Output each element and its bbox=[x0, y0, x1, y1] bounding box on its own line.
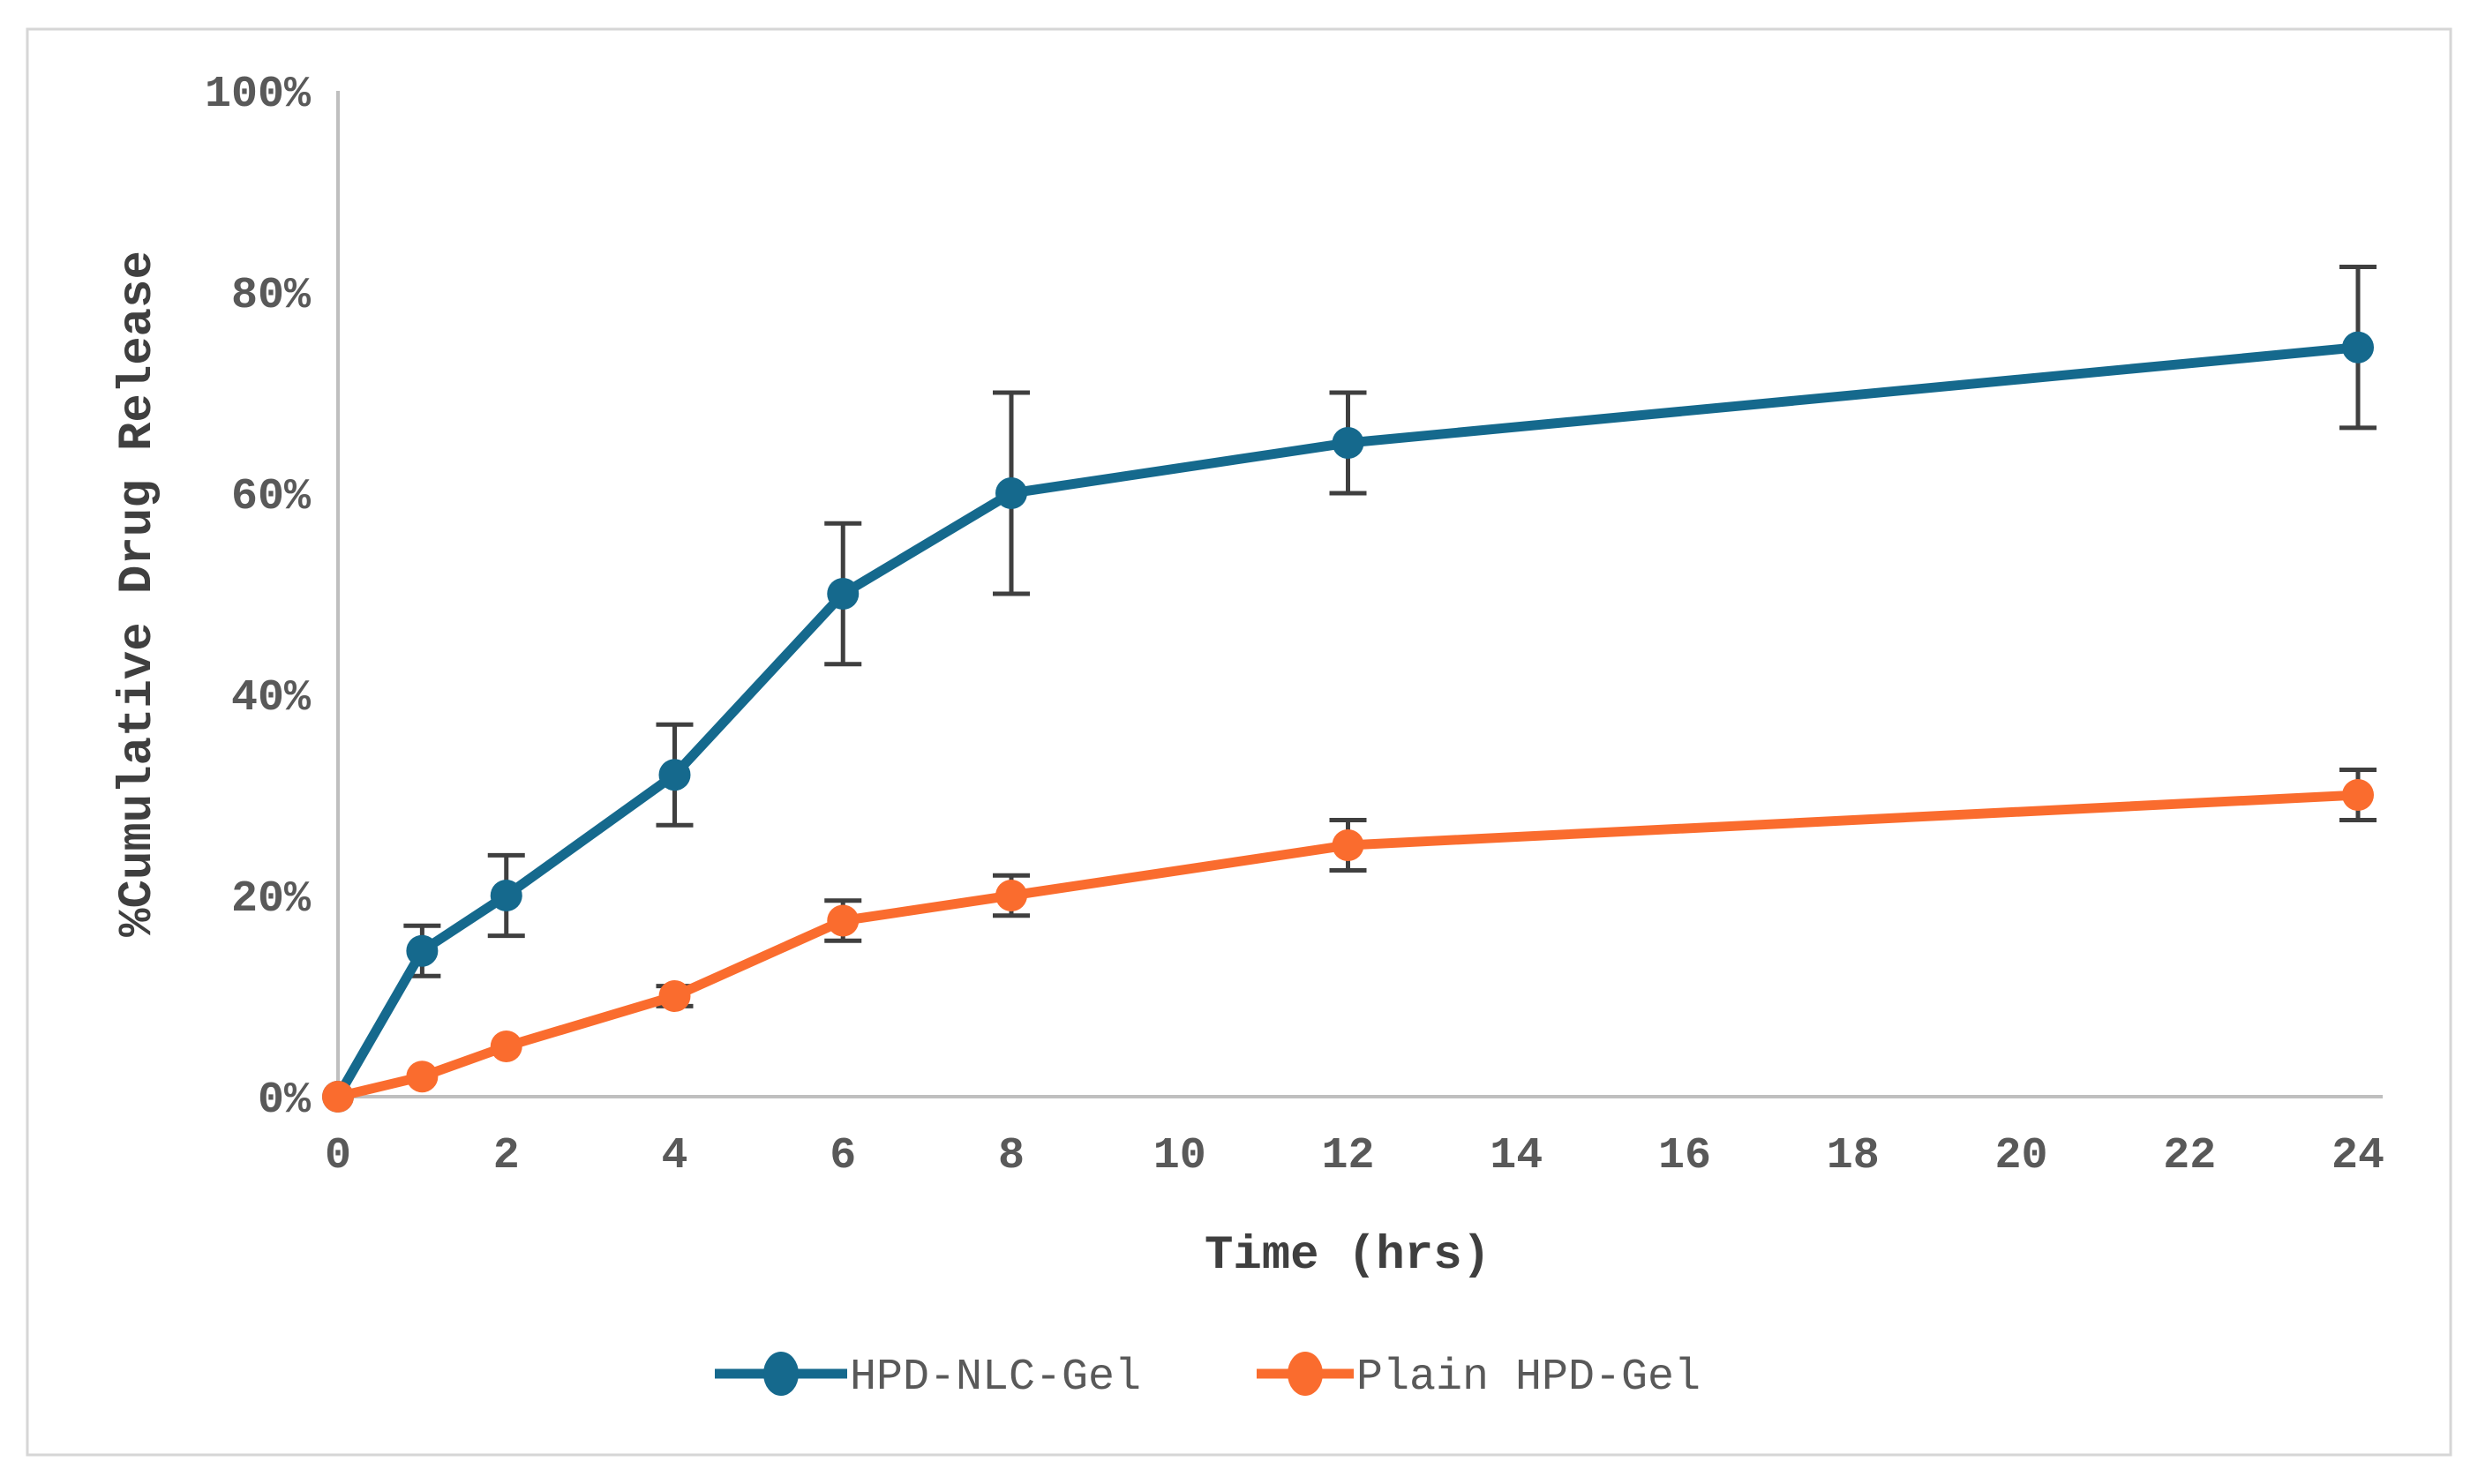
y-tick-label: 20% bbox=[231, 874, 312, 925]
series-line-hpd-nlc-gel bbox=[333, 342, 2363, 1102]
data-point-marker bbox=[1332, 427, 1364, 459]
data-point-marker bbox=[406, 1061, 439, 1093]
x-tick-label: 20 bbox=[1994, 1131, 2047, 1181]
data-point-marker bbox=[490, 880, 522, 911]
data-point-marker bbox=[995, 477, 1027, 509]
data-point-marker bbox=[827, 578, 860, 610]
y-tick-label: 0% bbox=[258, 1076, 312, 1126]
y-axis-title: %Cumulative Drug Release bbox=[111, 251, 165, 937]
legend-swatch-marker-1 bbox=[1288, 1352, 1323, 1396]
x-tick-label: 8 bbox=[998, 1131, 1025, 1181]
x-tick-label: 18 bbox=[1827, 1131, 1880, 1181]
x-tick-label: 2 bbox=[493, 1131, 520, 1181]
data-point-marker bbox=[658, 980, 691, 1012]
legend-label-1: Plain HPD-Gel bbox=[1356, 1353, 1701, 1403]
data-point-marker bbox=[1332, 829, 1364, 861]
legend-item-hpd-nlc-gel: HPD-NLC-Gel bbox=[715, 1352, 1141, 1403]
legend-item-plain-hpd-gel: Plain HPD-Gel bbox=[1257, 1352, 1701, 1403]
x-tick-label: 4 bbox=[661, 1131, 687, 1181]
data-point-marker bbox=[2342, 779, 2374, 811]
y-tick-label: 80% bbox=[231, 271, 312, 321]
x-tick-label: 6 bbox=[830, 1131, 856, 1181]
data-point-marker bbox=[995, 880, 1027, 911]
x-tick-label: 10 bbox=[1153, 1131, 1206, 1181]
x-tick-label: 22 bbox=[2163, 1131, 2216, 1181]
legend-swatch-marker-0 bbox=[763, 1352, 799, 1396]
x-axis-title: Time (hrs) bbox=[1205, 1229, 1491, 1283]
x-tick-label: 24 bbox=[2332, 1131, 2384, 1181]
series-plain-hpd-gel bbox=[322, 768, 2377, 1113]
plot-area bbox=[322, 265, 2377, 1113]
x-tick-label: 16 bbox=[1658, 1131, 1711, 1181]
data-point-marker bbox=[2342, 331, 2374, 364]
x-tick-labels: 0 2 4 6 8 10 12 14 16 18 20 22 24 bbox=[325, 1131, 2384, 1181]
legend-label-0: HPD-NLC-Gel bbox=[850, 1353, 1141, 1403]
y-tick-label: 100% bbox=[205, 70, 312, 120]
x-tick-label: 12 bbox=[1321, 1131, 1374, 1181]
x-tick-label: 14 bbox=[1490, 1131, 1543, 1181]
data-point-marker bbox=[490, 1031, 522, 1062]
y-tick-label: 60% bbox=[231, 472, 312, 522]
figure-border bbox=[26, 27, 2452, 1457]
y-tick-labels: 0% 20% 40% 60% 80% 100% bbox=[205, 70, 312, 1126]
data-point-marker bbox=[658, 759, 691, 791]
data-point-marker bbox=[406, 934, 439, 967]
legend: HPD-NLC-Gel Plain HPD-Gel bbox=[715, 1352, 1701, 1403]
x-tick-label: 0 bbox=[325, 1131, 351, 1181]
data-point-marker bbox=[827, 904, 860, 937]
axes: 0%20%40%60%80%100% 0 2 4 6 8 10 12 14 16 18 20 22 24… bbox=[111, 70, 2384, 1283]
y-tick-label: 40% bbox=[231, 673, 312, 723]
data-point-marker bbox=[322, 1081, 354, 1113]
